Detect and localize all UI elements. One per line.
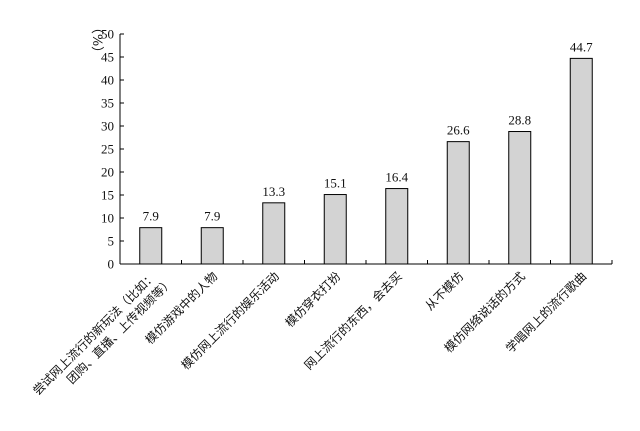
y-tick-label: 30	[101, 119, 114, 134]
data-label: 7.9	[143, 209, 159, 224]
bar	[569, 57, 593, 265]
y-tick-label: 40	[101, 73, 114, 88]
y-tick-label: 35	[101, 96, 114, 111]
bar	[446, 141, 470, 265]
bar	[323, 194, 347, 265]
category-label-line: 从不模仿	[423, 269, 467, 313]
y-tick-label: 45	[101, 50, 114, 65]
category-label-line: 模仿网上流行的娱乐活动	[178, 269, 282, 373]
category-label-line: 网上流行的东西，会去买	[301, 269, 405, 373]
y-tick-label: 5	[108, 234, 115, 249]
y-tick-label: 10	[101, 211, 114, 226]
y-axis-label: （%）	[89, 21, 104, 59]
y-tick-label: 0	[108, 257, 115, 272]
category-label-line: 模仿穿衣打扮	[282, 269, 344, 331]
data-label: 13.3	[262, 184, 285, 199]
data-label: 15.1	[324, 176, 347, 191]
category-label: 模仿穿衣打扮	[282, 269, 344, 331]
y-tick-label: 50	[101, 27, 114, 42]
data-label: 44.7	[570, 39, 593, 54]
data-label: 26.6	[447, 123, 470, 138]
y-tick-label: 25	[101, 142, 114, 157]
bar	[508, 131, 532, 265]
category-label: 模仿网上流行的娱乐活动	[178, 269, 282, 373]
y-tick-label: 15	[101, 188, 114, 203]
bar	[385, 188, 409, 265]
category-label: 网上流行的东西，会去买	[301, 269, 405, 373]
bar	[139, 227, 163, 265]
bars	[139, 57, 593, 265]
bar	[262, 202, 286, 265]
data-label: 7.9	[204, 209, 220, 224]
axes: 0 5 10 15 20 25 30 35 40 45 50（%）	[89, 21, 613, 272]
category-label: 从不模仿	[423, 269, 467, 313]
y-tick-label: 20	[101, 165, 114, 180]
category-label-line: 尝试网上流行的新玩法（比如：	[29, 269, 158, 398]
data-label: 16.4	[385, 170, 408, 185]
data-label: 28.8	[508, 113, 531, 128]
bar	[200, 227, 224, 265]
